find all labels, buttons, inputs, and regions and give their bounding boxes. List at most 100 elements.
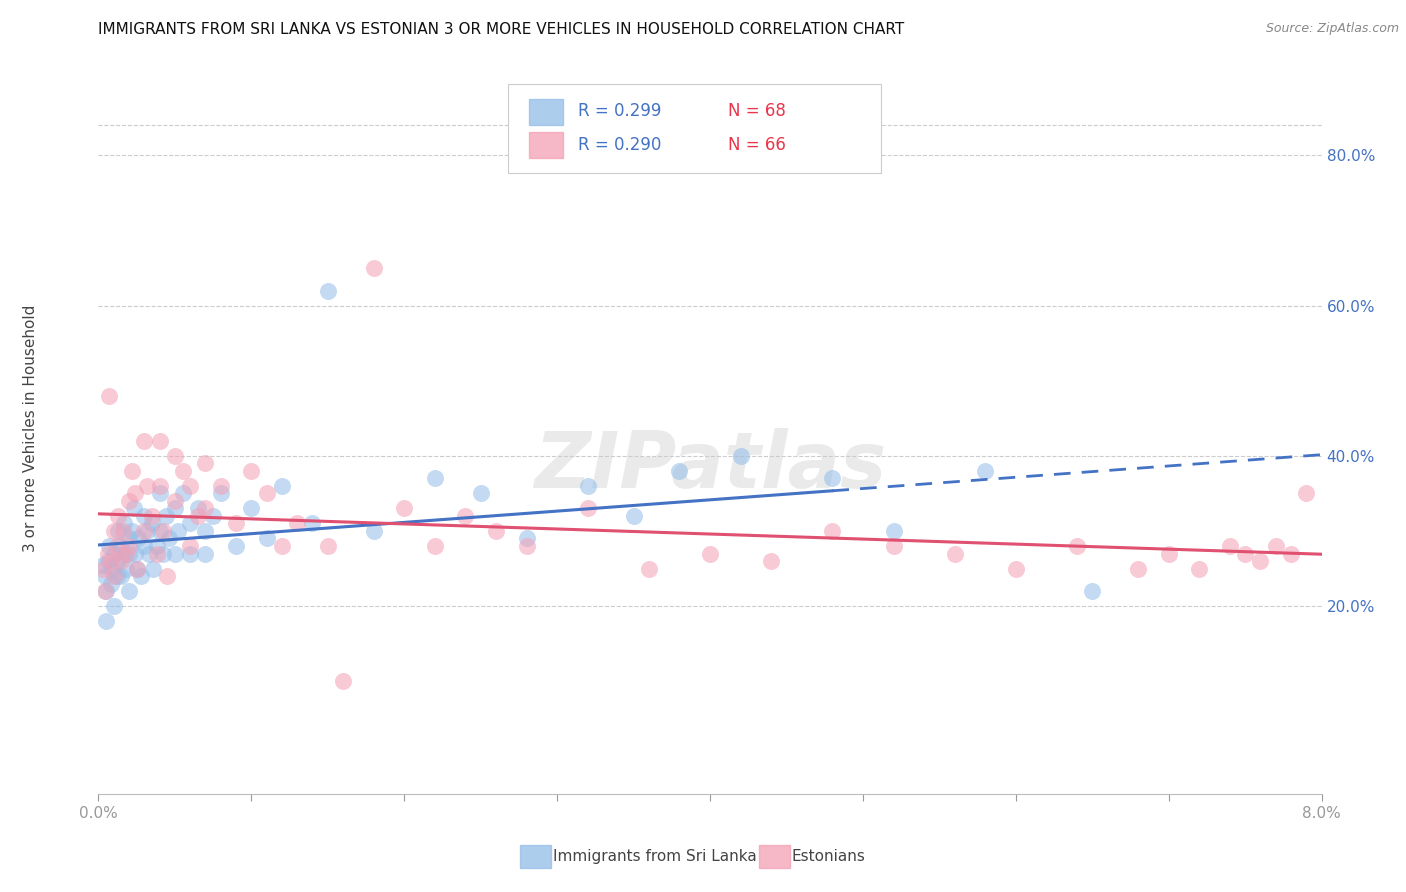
- Point: [142, 561, 165, 575]
- Point: [91, 561, 114, 575]
- Point: [423, 471, 446, 485]
- Point: [423, 539, 446, 553]
- Point: [1295, 486, 1317, 500]
- Point: [107, 524, 129, 538]
- Point: [759, 554, 782, 568]
- Point: [118, 584, 141, 599]
- Point: [110, 554, 132, 568]
- Point: [285, 516, 308, 531]
- Point: [270, 479, 294, 493]
- Point: [110, 569, 132, 583]
- Point: [134, 434, 156, 448]
- Text: R = 0.299: R = 0.299: [578, 102, 661, 120]
- Point: [821, 524, 844, 538]
- Point: [623, 508, 645, 523]
- Point: [576, 479, 599, 493]
- Point: [179, 547, 201, 561]
- Point: [179, 516, 201, 531]
- Point: [225, 539, 247, 553]
- Point: [163, 449, 186, 463]
- Point: [1128, 561, 1150, 575]
- Point: [454, 508, 477, 523]
- Point: [118, 532, 141, 546]
- Point: [194, 501, 217, 516]
- Point: [103, 569, 125, 583]
- Point: [97, 547, 120, 561]
- Point: [134, 539, 156, 553]
- Point: [115, 561, 138, 575]
- Point: [209, 486, 232, 500]
- Point: [100, 554, 122, 568]
- Point: [363, 261, 385, 276]
- Point: [98, 539, 121, 553]
- Point: [187, 508, 209, 523]
- Point: [94, 614, 117, 628]
- Point: [145, 547, 167, 561]
- Bar: [529, 132, 564, 158]
- Point: [152, 547, 174, 561]
- Text: Immigrants from Sri Lanka: Immigrants from Sri Lanka: [553, 849, 756, 863]
- Point: [194, 524, 217, 538]
- Point: [301, 516, 323, 531]
- Point: [256, 486, 278, 500]
- Point: [155, 508, 177, 523]
- Point: [118, 539, 141, 553]
- Point: [103, 599, 125, 613]
- Point: [316, 284, 339, 298]
- Point: [974, 464, 997, 478]
- Text: ZIPatlas: ZIPatlas: [534, 427, 886, 504]
- Point: [270, 539, 294, 553]
- Point: [1234, 547, 1257, 561]
- Point: [157, 532, 180, 546]
- Point: [152, 524, 174, 538]
- Point: [134, 524, 156, 538]
- Point: [1279, 547, 1302, 561]
- Point: [108, 539, 131, 553]
- Point: [111, 547, 134, 561]
- Point: [163, 494, 186, 508]
- Point: [943, 547, 966, 561]
- Point: [149, 479, 172, 493]
- Point: [240, 501, 263, 516]
- Point: [167, 524, 190, 538]
- Point: [202, 508, 225, 523]
- Point: [141, 516, 163, 531]
- Point: [172, 486, 194, 500]
- Point: [115, 547, 138, 561]
- Point: [145, 539, 167, 553]
- Point: [883, 539, 905, 553]
- Point: [129, 569, 152, 583]
- Point: [699, 547, 721, 561]
- Point: [149, 524, 172, 538]
- Point: [194, 456, 217, 470]
- Point: [149, 434, 172, 448]
- Point: [93, 584, 115, 599]
- Point: [332, 674, 354, 689]
- Point: [103, 524, 125, 538]
- Point: [136, 479, 159, 493]
- Point: [240, 464, 263, 478]
- Text: 3 or more Vehicles in Household: 3 or more Vehicles in Household: [24, 304, 38, 552]
- Point: [121, 524, 143, 538]
- Point: [141, 508, 163, 523]
- Point: [124, 486, 146, 500]
- Text: N = 66: N = 66: [728, 136, 786, 154]
- Point: [209, 479, 232, 493]
- Point: [1264, 539, 1286, 553]
- Point: [107, 508, 129, 523]
- Point: [94, 584, 117, 599]
- Point: [103, 547, 125, 561]
- Point: [225, 516, 247, 531]
- Point: [516, 539, 538, 553]
- Point: [187, 501, 209, 516]
- Point: [118, 494, 141, 508]
- Point: [256, 532, 278, 546]
- Point: [136, 524, 159, 538]
- Point: [1081, 584, 1104, 599]
- FancyBboxPatch shape: [508, 84, 882, 173]
- Point: [91, 558, 114, 572]
- Point: [194, 547, 217, 561]
- Point: [172, 464, 194, 478]
- Point: [107, 554, 129, 568]
- Point: [105, 569, 128, 583]
